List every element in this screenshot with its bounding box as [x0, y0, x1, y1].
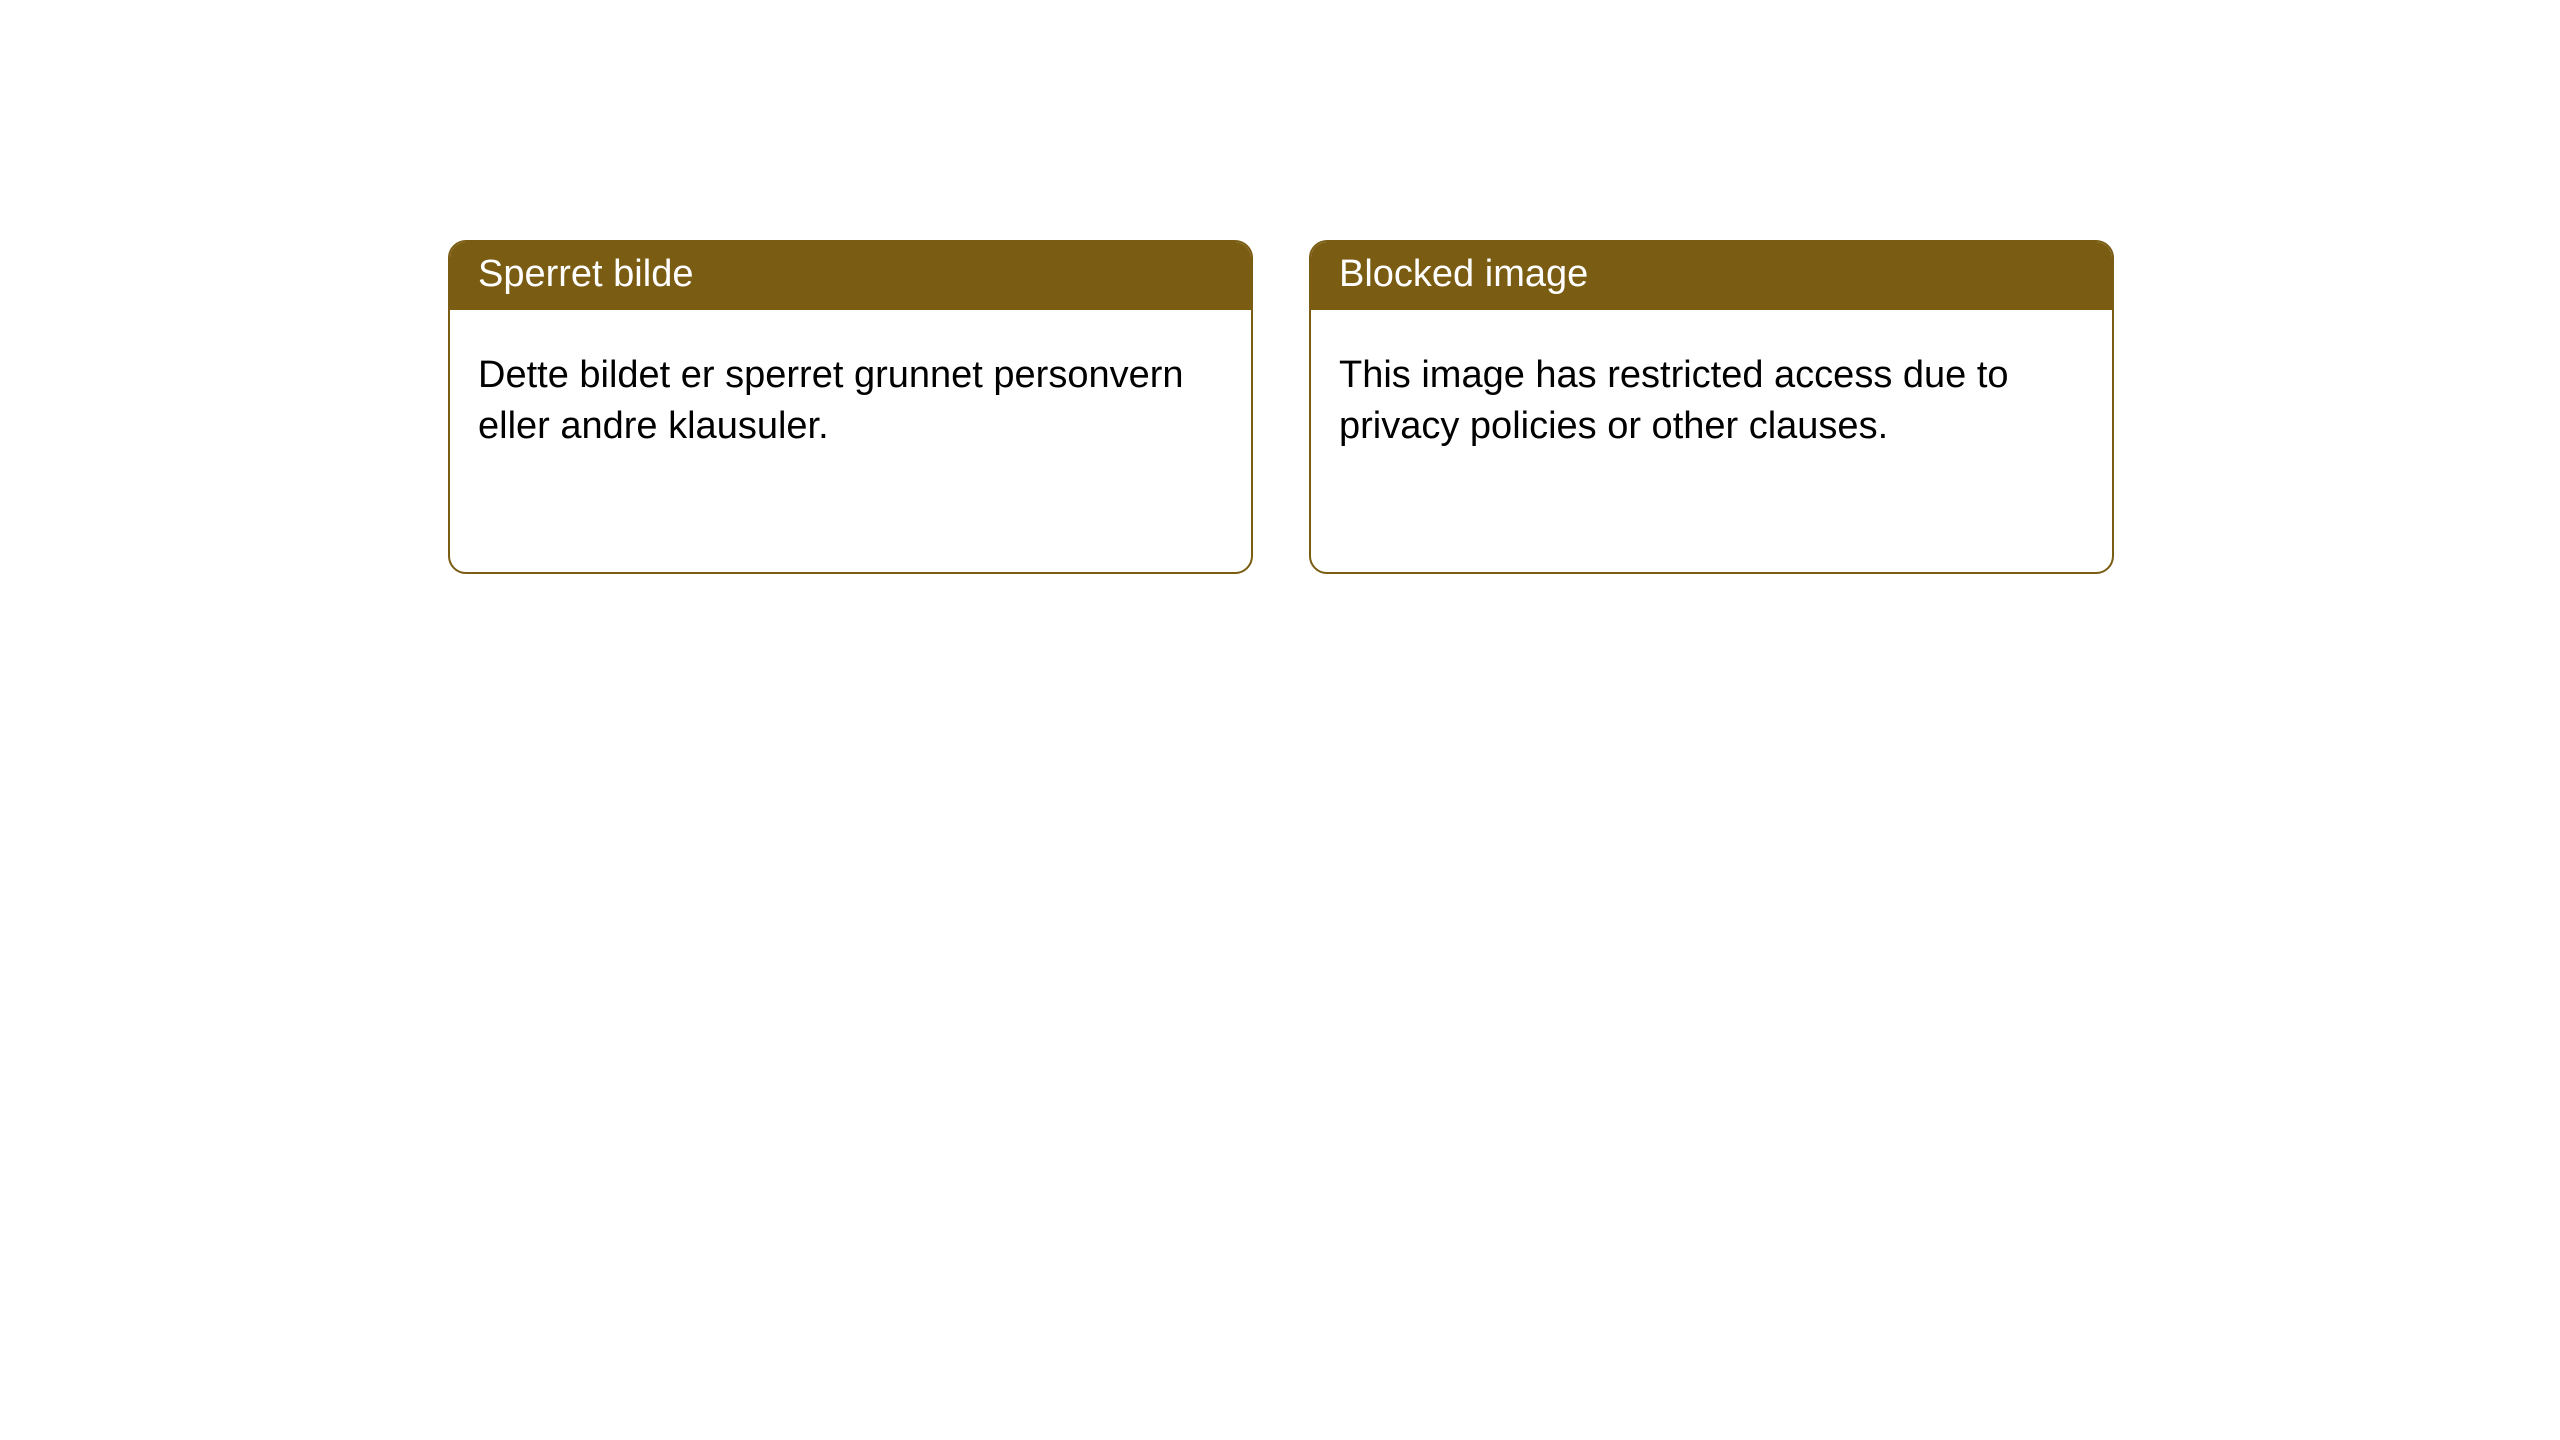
notice-container: Sperret bilde Dette bildet er sperret gr… — [0, 0, 2560, 574]
notice-body: This image has restricted access due to … — [1311, 310, 2112, 481]
notice-title: Blocked image — [1311, 242, 2112, 310]
notice-title: Sperret bilde — [450, 242, 1251, 310]
notice-body: Dette bildet er sperret grunnet personve… — [450, 310, 1251, 481]
notice-card-english: Blocked image This image has restricted … — [1309, 240, 2114, 574]
notice-card-norwegian: Sperret bilde Dette bildet er sperret gr… — [448, 240, 1253, 574]
